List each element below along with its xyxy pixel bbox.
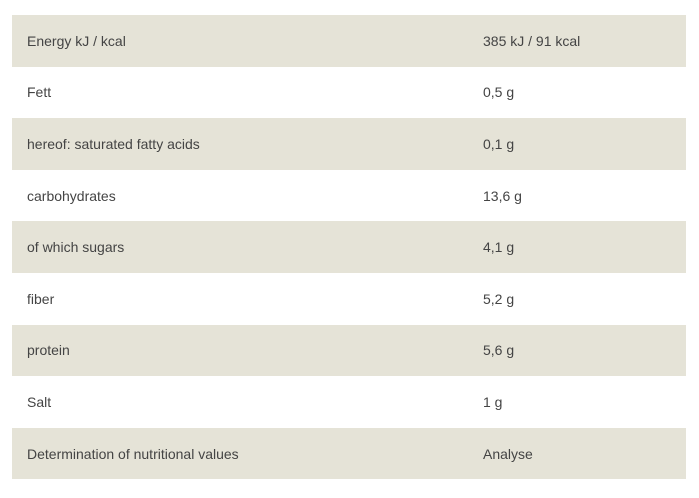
nutrient-value: 4,1 g [468,221,686,273]
table-row: Salt 1 g [12,376,686,428]
nutrient-value: Analyse [468,427,686,480]
nutrient-value: 385 kJ / 91 kcal [468,15,686,67]
nutrient-value: 5,6 g [468,324,686,377]
table-row: of which sugars 4,1 g [12,221,686,273]
table-row: Energy kJ / kcal 385 kJ / 91 kcal [12,15,686,67]
nutrient-value: 13,6 g [483,187,522,204]
nutrient-name: Energy kJ / kcal [12,15,468,67]
table-row: hereof: saturated fatty acids 0,1 g [12,118,686,170]
nutrient-name: fiber [27,290,55,307]
nutrient-name: Fett [27,84,52,101]
nutrient-value: 0,1 g [468,118,686,170]
table-row: carbohydrates 13,6 g [12,170,686,222]
nutrient-value: 5,2 g [483,290,515,307]
table-row: Fett 0,5 g [12,67,686,119]
nutrient-name: of which sugars [12,221,468,273]
nutrient-value: 1 g [483,393,503,410]
table-body: Energy kJ / kcal 385 kJ / 91 kcal Fett 0,5 … [12,15,686,480]
nutrient-value: 0,5 g [483,84,515,101]
nutrient-name: Salt [27,393,52,410]
nutrient-name: Determination of nutritional values [12,427,468,480]
nutrient-name: carbohydrates [27,187,116,204]
nutrient-name: protein [12,324,468,377]
table-row: protein 5,6 g [12,324,686,377]
nutrition-table: Energy kJ / kcal 385 kJ / 91 kcal Fett 0,5 … [12,15,686,480]
table-row: Determination of nutritional values Analy… [12,427,686,480]
nutrient-name: hereof: saturated fatty acids [12,118,468,170]
table-row: fiber 5,2 g [12,273,686,325]
